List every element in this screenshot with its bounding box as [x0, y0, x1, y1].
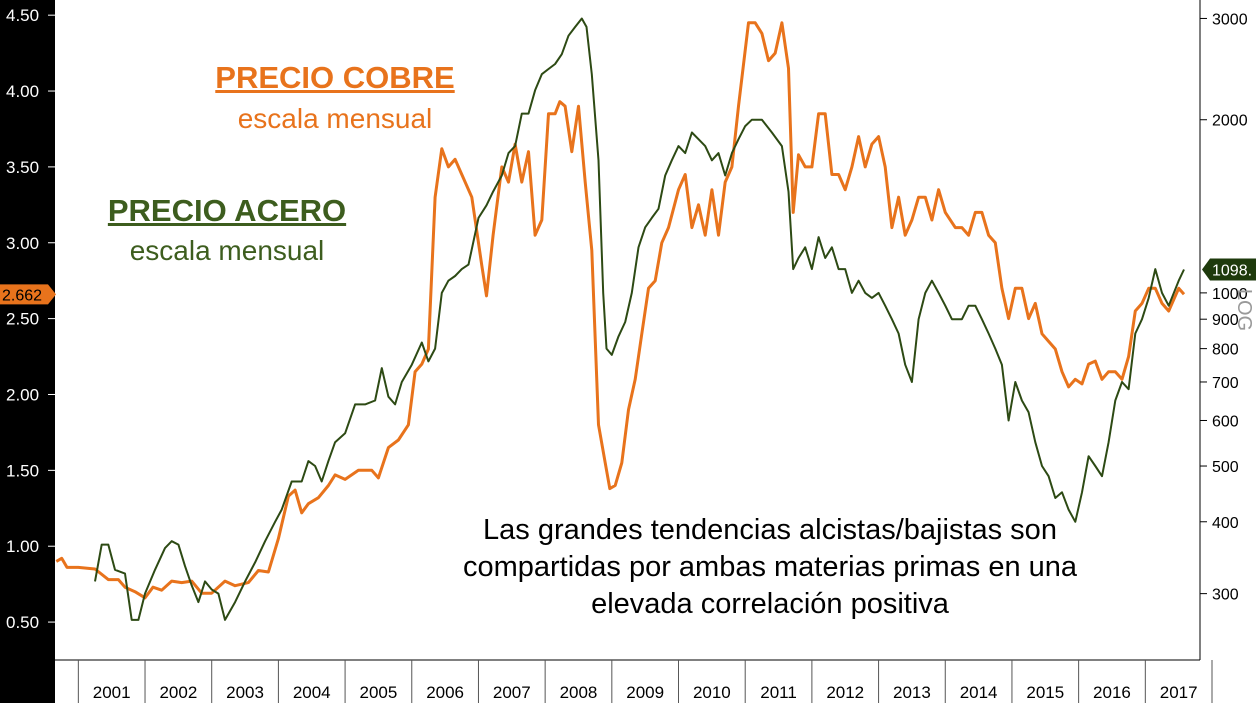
x-tick-label: 2005	[360, 683, 398, 702]
copper-subtitle: escala mensual	[237, 103, 433, 134]
right-tick-label: 500	[1212, 459, 1239, 476]
right-tick-label: 1000	[1212, 286, 1248, 303]
copper-current-value: 2.662	[2, 287, 42, 304]
right-tick-label: 400	[1212, 515, 1239, 532]
note-line: Las grandes tendencias alcistas/bajistas…	[483, 514, 1057, 546]
x-tick-label: 2014	[960, 683, 998, 702]
left-axis-panel: 0.50 1.00 1.50 2.00 2.50 3.00 3.50 4.00 4.50 2.66…	[0, 0, 56, 703]
x-tick-label: 2016	[1093, 683, 1131, 702]
left-tick-label: 0.50	[6, 613, 39, 632]
copper-title: PRECIO COBRE	[215, 60, 455, 95]
left-tick-label: 4.50	[6, 6, 39, 25]
x-tick-label: 2008	[560, 683, 598, 702]
x-tick-label: 2007	[493, 683, 531, 702]
x-tick-label: 2009	[626, 683, 664, 702]
copper-price-line	[55, 21, 1186, 600]
x-tick-label: 2013	[893, 683, 931, 702]
right-tick-label: 800	[1212, 342, 1239, 359]
left-tick-label: 1.00	[6, 537, 39, 556]
left-tick-label: 4.00	[6, 82, 39, 101]
note-line: compartidas por ambas materias primas en…	[462, 551, 1078, 583]
log-scale-label: LOG	[1233, 289, 1255, 331]
right-axis: 300 400 500 600 700 800 900 1000 2000 3000 LOG 1098…	[1199, 0, 1256, 660]
x-tick-label: 2003	[226, 683, 264, 702]
steel-price-line	[94, 17, 1185, 621]
right-tick-label: 700	[1212, 375, 1239, 392]
left-tick-label: 3.50	[6, 158, 39, 177]
x-tick-label: 2017	[1160, 683, 1198, 702]
x-tick-label: 2004	[293, 683, 331, 702]
steel-title: PRECIO ACERO	[107, 193, 347, 228]
right-tick-label: 3000	[1212, 11, 1248, 28]
left-tick-label: 2.50	[6, 310, 39, 329]
series-lines	[55, 17, 1186, 621]
x-tick-label: 2011	[760, 683, 797, 702]
left-tick-label: 1.50	[6, 461, 39, 480]
x-tick-label: 2001	[93, 683, 131, 702]
x-tick-label: 2010	[693, 683, 731, 702]
copper-current-badge	[0, 284, 56, 305]
x-tick-label: 2012	[826, 683, 864, 702]
correlation-note: Las grandes tendencias alcistas/bajistas…	[430, 512, 1110, 623]
left-tick-label: 3.00	[6, 234, 39, 253]
steel-subtitle: escala mensual	[129, 235, 325, 266]
left-axis-background	[0, 0, 55, 703]
right-tick-label: 300	[1212, 587, 1239, 604]
right-tick-label: 2000	[1212, 113, 1248, 130]
x-tick-label: 2015	[1026, 683, 1064, 702]
right-tick-label: 900	[1212, 312, 1239, 329]
x-tick-label: 2002	[159, 683, 197, 702]
left-tick-label: 2.00	[6, 385, 39, 404]
note-line: elevada correlación positiva	[591, 588, 949, 620]
steel-current-badge	[1202, 258, 1256, 281]
right-tick-label: 600	[1212, 413, 1239, 430]
steel-current-value: 1098.	[1212, 263, 1252, 280]
x-axis: 2001 2002 2003 2004 2005 2006 2007 2008 2009 2010…	[55, 659, 1213, 703]
x-tick-label: 2006	[426, 683, 464, 702]
